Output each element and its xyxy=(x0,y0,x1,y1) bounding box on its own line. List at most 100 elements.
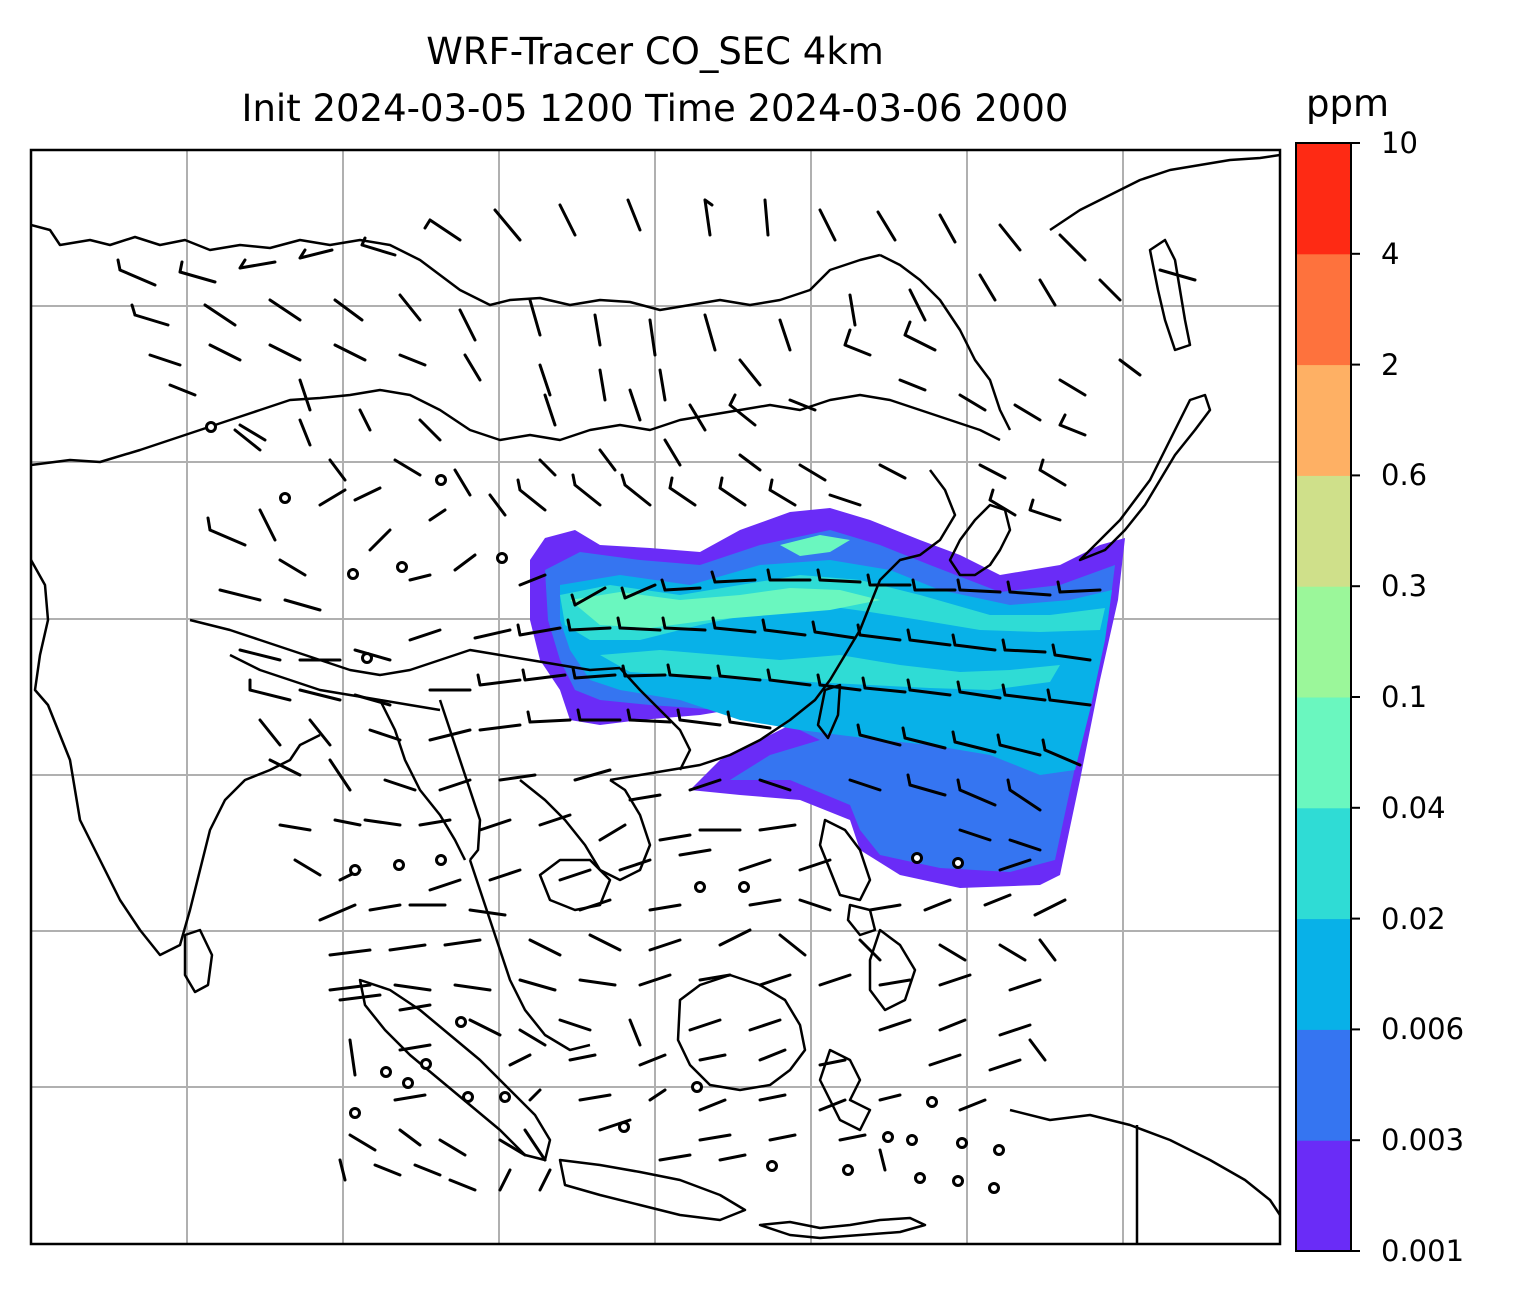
wind-barb xyxy=(811,620,857,640)
wind-barb xyxy=(338,1158,347,1182)
calm-marker xyxy=(349,864,361,876)
wind-barb xyxy=(493,208,522,242)
wind-barb xyxy=(958,828,992,842)
wind-barb xyxy=(718,928,752,947)
wind-barb xyxy=(538,363,552,397)
wind-barb xyxy=(638,973,672,987)
wind-barb xyxy=(998,858,1032,872)
wind-barb xyxy=(268,343,302,362)
wind-barb xyxy=(698,1098,727,1112)
wind-barb xyxy=(761,618,807,637)
wind-barb xyxy=(703,313,717,352)
wind-barb xyxy=(758,778,792,792)
wind-barb xyxy=(328,948,372,957)
wind-barb xyxy=(688,1018,722,1032)
wind-barb xyxy=(906,628,952,647)
wind-barb xyxy=(318,488,347,507)
calm-marker xyxy=(455,1016,467,1028)
wind-barb xyxy=(766,668,812,687)
wind-barb xyxy=(398,1128,422,1147)
wind-barb xyxy=(726,710,772,730)
wind-barb xyxy=(923,898,952,912)
colorbar-tick-label: 4 xyxy=(1381,236,1400,271)
wind-barb xyxy=(668,476,697,507)
wind-barb xyxy=(558,203,577,237)
wind-barb xyxy=(478,723,522,732)
wind-barb xyxy=(393,458,422,477)
wind-barb xyxy=(678,848,712,857)
wind-barb xyxy=(268,758,302,777)
tracer-plume xyxy=(530,508,1125,888)
calm-marker xyxy=(926,1096,938,1108)
border-himalaya xyxy=(229,653,441,712)
colorbar-tick-label: 0.3 xyxy=(1381,569,1428,604)
plume-level-0.04 xyxy=(570,588,880,628)
wind-barb xyxy=(488,493,507,517)
calm-marker xyxy=(738,881,750,893)
wind-barb xyxy=(996,733,1042,757)
wind-barb xyxy=(283,598,322,612)
wind-barb xyxy=(1028,1038,1047,1062)
wind-barb xyxy=(588,933,622,952)
wind-barb xyxy=(448,1178,477,1192)
wind-barb xyxy=(368,528,392,552)
wind-barb xyxy=(856,723,902,747)
wind-barb xyxy=(818,1098,847,1112)
wind-barb xyxy=(621,664,667,678)
calm-marker xyxy=(499,1091,511,1103)
wind-barb xyxy=(828,493,862,507)
wind-barb xyxy=(718,1153,747,1162)
wind-barb xyxy=(458,308,477,342)
wind-barb xyxy=(238,258,277,270)
wind-barb xyxy=(618,858,652,872)
coastline-malay-peninsula xyxy=(468,859,591,1052)
wind-barb xyxy=(498,1168,512,1192)
wind-barb xyxy=(698,1133,732,1142)
wind-barb xyxy=(358,408,372,432)
wind-barb xyxy=(1051,643,1092,662)
wind-barb xyxy=(373,1163,402,1177)
gridlines xyxy=(31,150,1280,1244)
calm-marker xyxy=(952,1175,964,1187)
wind-barb xyxy=(688,778,722,792)
wind-barb xyxy=(298,418,312,447)
wind-barb xyxy=(878,463,907,480)
wind-barb xyxy=(620,473,652,507)
wind-barb xyxy=(703,198,714,237)
wind-barb xyxy=(298,248,334,260)
calm-marker xyxy=(435,474,447,486)
wind-barb xyxy=(858,938,882,962)
wind-barb xyxy=(348,1133,377,1152)
wind-barb xyxy=(528,938,562,957)
wind-barb xyxy=(393,1093,427,1102)
wind-barb xyxy=(308,718,332,747)
calm-marker xyxy=(496,552,508,564)
wind-barb xyxy=(598,368,607,402)
border-mongolia xyxy=(879,253,1012,431)
wind-barb xyxy=(1028,498,1062,522)
wind-barb xyxy=(233,428,262,452)
wind-barb xyxy=(518,978,557,992)
wind-barb xyxy=(463,353,482,382)
calm-marker xyxy=(956,1137,968,1149)
wind-barb xyxy=(333,343,367,362)
wind-barb xyxy=(578,898,612,912)
calm-marker xyxy=(694,881,706,893)
coastline-india xyxy=(31,559,321,957)
calm-marker xyxy=(420,1058,432,1070)
wind-barb xyxy=(768,1133,797,1142)
wind-barb xyxy=(353,648,392,662)
plume-level-0.02 xyxy=(560,575,1105,640)
wind-barb xyxy=(1008,978,1042,992)
wind-barb xyxy=(1056,580,1102,594)
border-vietnam xyxy=(619,667,692,771)
wind-barb xyxy=(648,903,682,912)
wind-barb xyxy=(638,1053,667,1067)
wind-barb xyxy=(508,1053,532,1067)
wind-barb xyxy=(798,463,827,482)
colorbar xyxy=(1295,142,1360,1252)
wind-barb xyxy=(398,1003,432,1012)
wind-barb xyxy=(738,858,772,872)
wind-barb xyxy=(238,423,267,442)
wind-barb xyxy=(453,553,477,572)
